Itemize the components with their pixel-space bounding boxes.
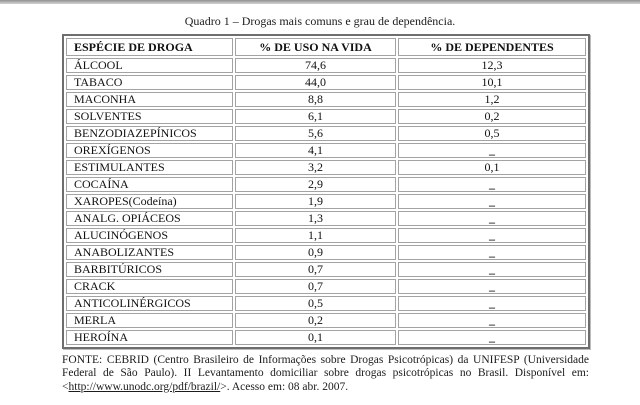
table-row: ÁLCOOL 74,6 12,3 xyxy=(66,58,586,73)
table-caption: Quadro 1 – Drogas mais comuns e grau de … xyxy=(184,14,456,28)
table-row: CRACK 0,7 _ xyxy=(66,279,586,294)
table-header-row: ESPÉCIE DE DROGA % DE USO NA VIDA % DE D… xyxy=(66,38,586,56)
citation-text: FONTE: CEBRID (Centro Brasileiro de Info… xyxy=(62,354,589,393)
table-row: OREXÍGENOS 4,1 _ xyxy=(66,143,586,158)
uso-cell: 74,6 xyxy=(235,58,396,73)
column-header-uso: % DE USO NA VIDA xyxy=(235,38,396,56)
drug-name-cell: ESTIMULANTES xyxy=(66,160,233,175)
uso-cell: 0,7 xyxy=(235,279,396,294)
drug-name-cell: CRACK xyxy=(66,279,233,294)
dep-cell: _ xyxy=(398,194,586,209)
drug-dependency-table: ESPÉCIE DE DROGA % DE USO NA VIDA % DE D… xyxy=(62,34,590,349)
table-row: ANABOLIZANTES 0,9 _ xyxy=(66,245,586,260)
uso-cell: 0,5 xyxy=(235,296,396,311)
dep-cell: _ xyxy=(398,211,586,226)
drug-name-cell: MERLA xyxy=(66,313,233,328)
dep-cell: _ xyxy=(398,245,586,260)
drug-name-cell: ANABOLIZANTES xyxy=(66,245,233,260)
drug-name-cell: ANTICOLINÉRGICOS xyxy=(66,296,233,311)
dep-cell: _ xyxy=(398,262,586,277)
drug-name-cell: ÁLCOOL xyxy=(66,58,233,73)
drug-name-cell: BARBITÚRICOS xyxy=(66,262,233,277)
table-row: SOLVENTES 6,1 0,2 xyxy=(66,109,586,124)
table-row: MACONHA 8,8 1,2 xyxy=(66,92,586,107)
dep-cell: 0,5 xyxy=(398,126,586,141)
dep-cell: _ xyxy=(398,228,586,243)
drug-name-cell: HEROÍNA xyxy=(66,330,233,345)
table-row: ALUCINÓGENOS 1,1 _ xyxy=(66,228,586,243)
dep-cell: 0,1 xyxy=(398,160,586,175)
uso-cell: 44,0 xyxy=(235,75,396,90)
viewer-top-edge xyxy=(0,0,640,4)
drug-name-cell: COCAÍNA xyxy=(66,177,233,192)
uso-cell: 1,9 xyxy=(235,194,396,209)
dep-cell: _ xyxy=(398,330,586,345)
column-header-especie: ESPÉCIE DE DROGA xyxy=(66,38,233,56)
dep-cell: 0,2 xyxy=(398,109,586,124)
drug-name-cell: XAROPES(Codeína) xyxy=(66,194,233,209)
table-row: TABACO 44,0 10,1 xyxy=(66,75,586,90)
uso-cell: 0,9 xyxy=(235,245,396,260)
dep-cell: _ xyxy=(398,296,586,311)
table-row: BENZODIAZEPÍNICOS 5,6 0,5 xyxy=(66,126,586,141)
source-citation: FONTE: CEBRID (Centro Brasileiro de Info… xyxy=(62,354,589,394)
drug-name-cell: BENZODIAZEPÍNICOS xyxy=(66,126,233,141)
dep-cell: _ xyxy=(398,177,586,192)
table-row: MERLA 0,2 _ xyxy=(66,313,586,328)
dep-cell: 10,1 xyxy=(398,75,586,90)
uso-cell: 1,3 xyxy=(235,211,396,226)
uso-cell: 5,6 xyxy=(235,126,396,141)
table-row: ANTICOLINÉRGICOS 0,5 _ xyxy=(66,296,586,311)
uso-cell: 6,1 xyxy=(235,109,396,124)
drug-name-cell: OREXÍGENOS xyxy=(66,143,233,158)
citation-url: http://www.unodc.org/pdf/brazil/ xyxy=(68,380,221,393)
drug-name-cell: ALUCINÓGENOS xyxy=(66,228,233,243)
table-row: BARBITÚRICOS 0,7 _ xyxy=(66,262,586,277)
table-row: ANALG. OPIÁCEOS 1,3 _ xyxy=(66,211,586,226)
drug-name-cell: SOLVENTES xyxy=(66,109,233,124)
uso-cell: 0,1 xyxy=(235,330,396,345)
uso-cell: 1,1 xyxy=(235,228,396,243)
dep-cell: 1,2 xyxy=(398,92,586,107)
uso-cell: 0,2 xyxy=(235,313,396,328)
table-row: HEROÍNA 0,1 _ xyxy=(66,330,586,345)
dep-cell: 12,3 xyxy=(398,58,586,73)
uso-cell: 0,7 xyxy=(235,262,396,277)
uso-cell: 8,8 xyxy=(235,92,396,107)
dep-cell: _ xyxy=(398,313,586,328)
table-row: COCAÍNA 2,9 _ xyxy=(66,177,586,192)
uso-cell: 4,1 xyxy=(235,143,396,158)
drug-name-cell: ANALG. OPIÁCEOS xyxy=(66,211,233,226)
uso-cell: 2,9 xyxy=(235,177,396,192)
column-header-dependentes: % DE DEPENDENTES xyxy=(398,38,586,56)
uso-cell: 3,2 xyxy=(235,160,396,175)
dep-cell: _ xyxy=(398,143,586,158)
table-row: XAROPES(Codeína) 1,9 _ xyxy=(66,194,586,209)
table-row: ESTIMULANTES 3,2 0,1 xyxy=(66,160,586,175)
drug-name-cell: TABACO xyxy=(66,75,233,90)
dep-cell: _ xyxy=(398,279,586,294)
drug-name-cell: MACONHA xyxy=(66,92,233,107)
citation-text-after: >. Acesso em: 08 abr. 2007. xyxy=(220,380,349,393)
